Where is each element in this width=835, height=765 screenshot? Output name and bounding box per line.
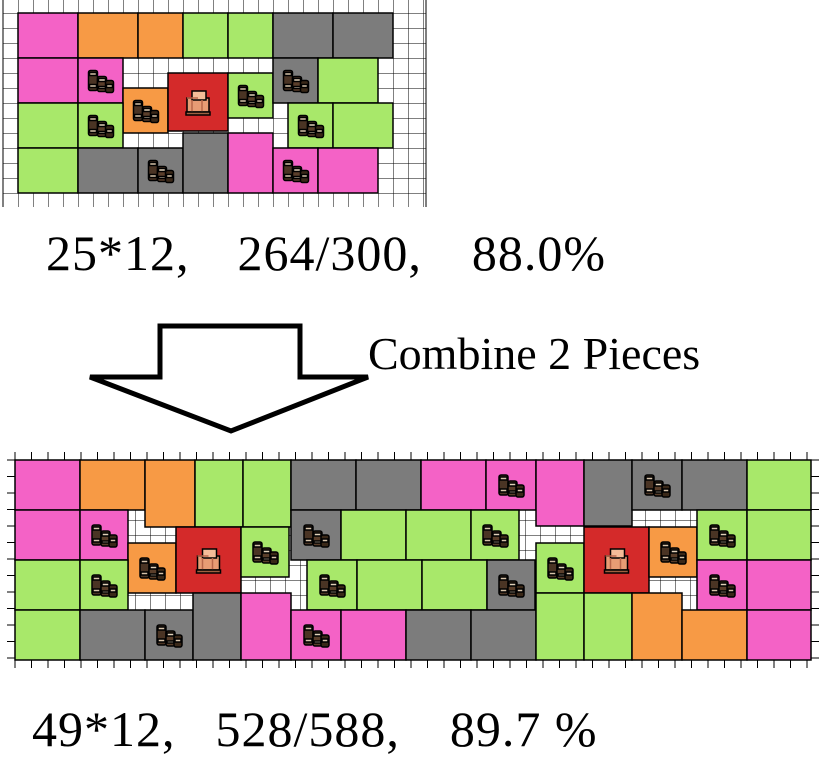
bottom-piece <box>681 459 748 511</box>
bottom-piece <box>420 459 487 511</box>
top-piece <box>17 12 79 59</box>
bottom-piece <box>746 559 812 611</box>
bottom-piece <box>14 459 81 511</box>
top-piece <box>317 147 379 194</box>
top-percent: 88.0% <box>471 225 607 281</box>
top-piece <box>227 132 274 194</box>
top-piece <box>17 102 79 149</box>
top-piece <box>77 147 139 194</box>
bottom-piece <box>240 592 292 661</box>
bottom-piece <box>242 459 292 528</box>
top-piece <box>137 12 184 59</box>
top-piece <box>332 12 394 59</box>
top-layout-caption: 25*12, 264/300, 88.0% <box>46 224 606 282</box>
bottom-piece <box>746 609 812 661</box>
down-arrow <box>89 323 369 434</box>
bottom-piece <box>14 609 81 661</box>
bottom-piece <box>192 592 242 661</box>
top-piece <box>317 57 379 104</box>
top-area-ratio: 264/300, <box>237 225 422 281</box>
bottom-piece <box>356 559 423 611</box>
bottom-piece <box>681 609 748 661</box>
top-piece <box>17 57 79 104</box>
bottom-area-ratio: 528/588, <box>215 701 400 757</box>
bottom-piece <box>14 509 81 561</box>
bottom-piece <box>340 509 407 561</box>
bottom-piece <box>355 459 422 511</box>
bottom-piece <box>421 559 488 611</box>
bottom-piece <box>405 509 472 561</box>
bottom-percent: 89.7 % <box>449 701 598 757</box>
bottom-piece <box>583 592 633 661</box>
bottom-piece <box>405 609 472 661</box>
bottom-piece <box>290 459 357 511</box>
top-piece <box>182 12 229 59</box>
bottom-piece <box>144 459 196 528</box>
bottom-piece <box>583 459 633 527</box>
top-piece <box>272 12 334 59</box>
top-piece <box>182 132 229 194</box>
bottom-piece <box>535 592 585 661</box>
top-piece <box>17 147 79 194</box>
top-layout-pieces <box>17 12 394 194</box>
top-dimensions: 25*12, <box>46 225 190 281</box>
bottom-piece <box>470 609 537 661</box>
bottom-piece <box>340 609 407 661</box>
bottom-piece <box>470 509 520 561</box>
bottom-layout-pieces <box>14 459 812 661</box>
bottom-grid-ticks <box>7 452 819 668</box>
bottom-piece <box>631 592 683 661</box>
bottom-piece <box>79 509 129 561</box>
bottom-piece <box>14 559 81 611</box>
bottom-piece <box>746 459 812 511</box>
bottom-piece <box>79 459 146 511</box>
top-piece <box>227 12 274 59</box>
bottom-piece <box>194 459 244 528</box>
top-piece <box>77 12 139 59</box>
combine-label: Combine 2 Pieces <box>368 328 701 379</box>
bottom-layout-caption: 49*12, 528/588, 89.7 % <box>32 700 598 758</box>
bottom-piece <box>746 509 812 561</box>
bottom-piece <box>535 459 585 527</box>
bottom-dimensions: 49*12, <box>32 701 176 757</box>
top-piece <box>332 102 394 149</box>
bottom-piece <box>79 609 146 661</box>
